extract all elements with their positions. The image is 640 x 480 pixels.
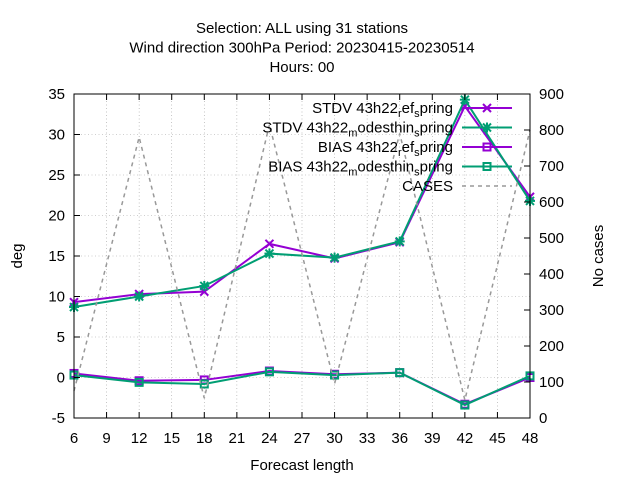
legend-entry-label: CASES [402,178,453,195]
legend-entry-label: BIAS 43h22modesthinspring [268,159,453,179]
y2-tick-label: 600 [539,194,564,211]
y-tick-label: 10 [48,289,65,306]
series-2-point [394,236,405,247]
x-tick-label: 45 [489,430,506,447]
y2-tick-label: 0 [539,410,547,427]
y-tick-label: 25 [48,167,65,184]
x-tick-label: 15 [163,430,180,447]
title-line-2: Wind direction 300hPa Period: 20230415-2… [129,40,474,57]
series-2-point [199,280,210,291]
x-tick-label: 48 [522,430,539,447]
y-tick-label: 15 [48,248,65,265]
x-tick-label: 6 [70,430,78,447]
series-4-point [460,400,470,410]
series-4-point [395,368,405,378]
axis-ticks: 6 9 12 15 18 21 24 27 30 33 36 39 42 45 48 -5 0 5 10 15 20 25… [48,86,564,447]
y2-axis-label: No cases [590,225,607,288]
legend-entry-label: BIAS 43h22refspring [318,139,453,159]
y-tick-label: 20 [48,208,65,225]
legend-swatch-marker [482,122,492,133]
x-tick-label: 33 [359,430,376,447]
x-tick-label: 12 [131,430,148,447]
series-line-1 [73,104,531,304]
y-tick-label: 35 [48,86,65,103]
y2-tick-label: 400 [539,266,564,283]
series-4-point [134,377,144,387]
legend-entry-label: STDV 43h22refspring [312,100,453,120]
y-axis-label: deg [9,243,26,268]
y2-tick-label: 100 [539,374,564,391]
title-line-1: Selection: ALL using 31 stations [196,20,408,37]
x-tick-label: 30 [326,430,343,447]
x-tick-label: 27 [294,430,311,447]
series-2-point [329,252,340,263]
legend-entry-label: STDV 43h22modesthinspring [262,120,453,140]
x-tick-label: 21 [229,430,246,447]
y-tick-label: 30 [48,127,65,144]
series-line-5 [73,124,531,401]
chart-title: Selection: ALL using 31 stations Wind dir… [129,20,474,76]
x-tick-label: 18 [196,430,213,447]
y2-tick-label: 500 [539,230,564,247]
y2-tick-label: 800 [539,122,564,139]
x-tick-label: 36 [391,430,408,447]
series-line-4 [73,370,531,407]
legend-swatch-marker [482,103,492,113]
y-tick-label: 5 [57,329,65,346]
y-tick-label: 0 [57,370,65,387]
title-line-3: Hours: 00 [269,59,334,76]
series-4-point [264,367,274,377]
x-tick-label: 39 [424,430,441,447]
x-tick-label: 9 [102,430,110,447]
x-axis-label: Forecast length [250,457,353,474]
y2-tick-label: 200 [539,338,564,355]
legend-swatch-marker [482,142,492,152]
y-tick-label: -5 [52,410,65,427]
series-2-point [264,248,275,259]
y2-tick-label: 700 [539,158,564,175]
series-1-point [264,239,275,249]
series-4-point [330,370,340,380]
x-tick-label: 24 [261,430,278,447]
y2-tick-label: 300 [539,302,564,319]
y2-tick-label: 900 [539,86,564,103]
series-2-point [134,291,145,302]
x-tick-label: 42 [457,430,474,447]
legend-swatch-marker [482,162,492,171]
